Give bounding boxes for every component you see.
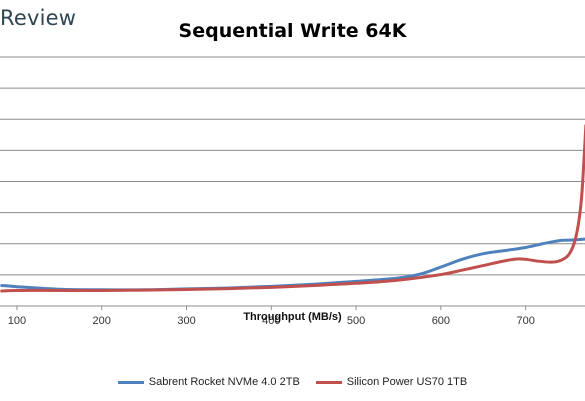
x-tick-label: 700: [516, 315, 534, 327]
x-tick-label: 100: [8, 315, 26, 327]
x-axis-ticks: 100 200 300 400 500 600 700: [8, 306, 535, 327]
legend-label-silicon-power: Silicon Power US70 1TB: [346, 376, 468, 388]
legend-item-silicon-power: Silicon Power US70 1TB: [315, 376, 468, 388]
x-tick-label: 400: [262, 315, 280, 327]
x-tick-label: 300: [177, 315, 195, 327]
legend: Sabrent Rocket NVMe 4.0 2TB Silicon Powe…: [0, 376, 585, 388]
legend-swatch-sabrent: [117, 380, 144, 384]
x-tick-label: 200: [93, 315, 111, 327]
legend-swatch-silicon-power: [315, 380, 342, 384]
legend-label-sabrent: Sabrent Rocket NVMe 4.0 2TB: [148, 376, 300, 388]
gridlines: [0, 56, 585, 276]
brand-logo-text: Review: [0, 6, 77, 30]
chart-title: Sequential Write 64K: [178, 20, 407, 42]
x-tick-label: 500: [347, 315, 365, 327]
series-line-1: [0, 124, 585, 293]
x-axis-label: Throughput (MB/s): [243, 311, 342, 323]
legend-item-sabrent: Sabrent Rocket NVMe 4.0 2TB: [117, 376, 300, 388]
series-line-0: [0, 237, 585, 292]
series-lines: [0, 124, 585, 293]
x-tick-label: 600: [432, 315, 450, 327]
